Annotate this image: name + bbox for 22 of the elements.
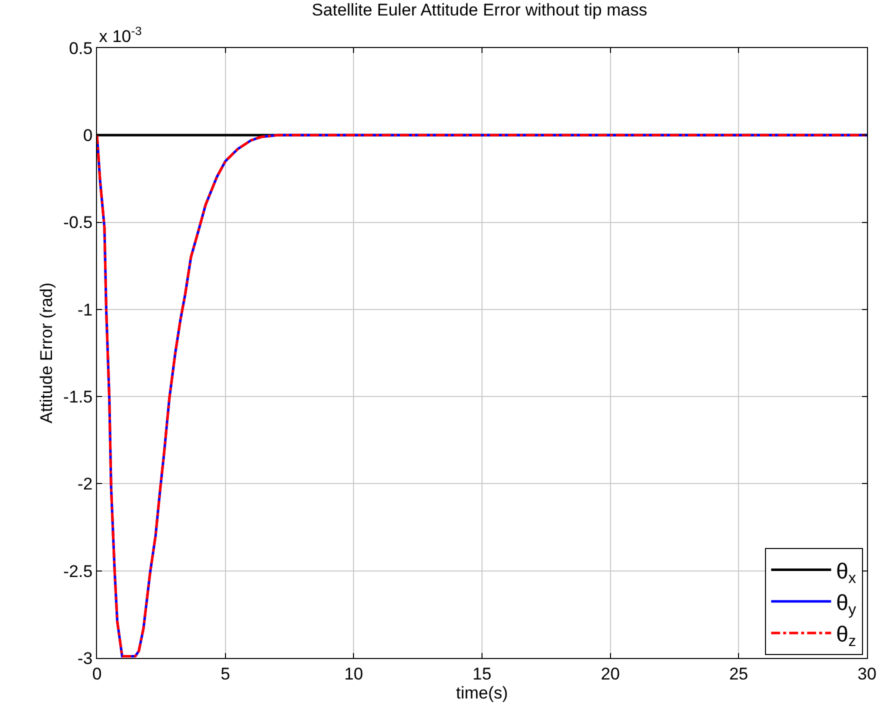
y-tick-label: 0.5 [68,38,93,58]
x-tick-label: 25 [729,664,748,684]
chart-title: Satellite Euler Attitude Error without tip mass [312,0,648,20]
y-tick-label: -3 [77,648,93,668]
x-tick-label: 30 [858,664,876,684]
x-tick-label: 20 [600,664,620,684]
y-tick-label: -0.5 [63,213,93,232]
y-tick-label: 0 [83,126,93,146]
y-axis-title: Attitude Error (rad) [36,282,56,424]
legend-label: θ$_{y}$ [836,590,856,619]
legend-label: θ$_{x}$ [836,558,856,587]
line-series [97,134,867,658]
x-axis-title: time(s) [456,683,508,702]
y-tick-label: -2 [77,474,93,494]
y-tick-label: -2.5 [63,562,93,581]
text: x 10$^{-3}$ [99,24,142,46]
x-tick-label: 5 [220,664,230,684]
y-tick-label: -1.5 [63,388,93,407]
x-tick-label: 10 [344,664,364,684]
legend-label: θ$_{z}$ [836,622,856,650]
x-tick-label: 15 [472,664,492,684]
y-tick-label: -1 [77,300,93,320]
